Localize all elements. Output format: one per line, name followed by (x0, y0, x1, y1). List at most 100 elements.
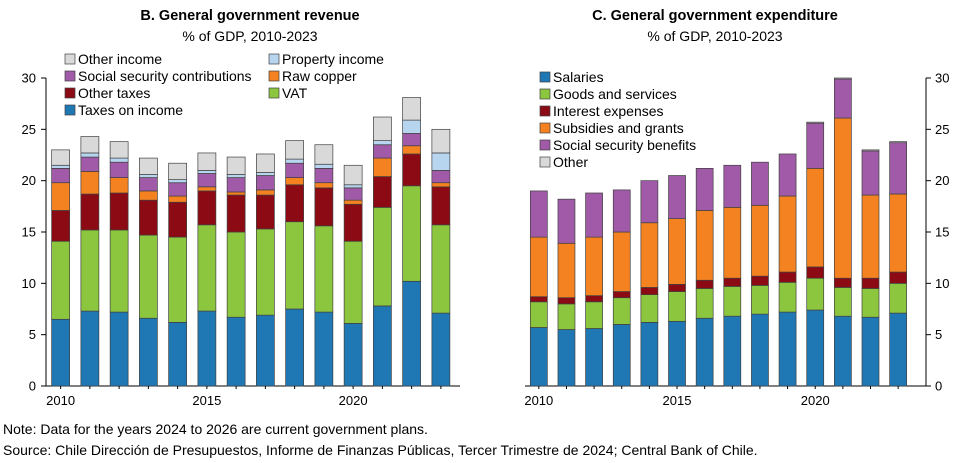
bar-salaries-2017 (723, 315, 742, 387)
y-tick-label: 25 (935, 122, 949, 137)
chart-source: Source: Chile Dirección de Presupuestos,… (3, 442, 758, 458)
bar-social-security-benefits-2022 (861, 150, 880, 196)
bar-interest-expenses-2016 (695, 279, 714, 289)
bar-social-security-benefits-2016 (695, 168, 714, 211)
bar-goods-and-services-2022 (861, 288, 880, 318)
legend-label-property-income: Property income (282, 51, 384, 67)
y-tick-label: 30 (935, 71, 949, 86)
legend-swatch-property-income (268, 53, 280, 65)
bar-social-security-benefits-2014 (640, 180, 659, 224)
bar-subsidies-and-grants-2017 (723, 207, 742, 279)
bar-salaries-2021 (834, 315, 852, 387)
y-tick-label: 25 (22, 122, 36, 137)
y-tick-label: 15 (935, 225, 949, 240)
bar-goods-and-services-2017 (723, 286, 742, 317)
bar-other-income-2020 (343, 164, 363, 186)
bar-social-security-benefits-2020 (806, 122, 825, 169)
bar-goods-and-services-2018 (751, 285, 769, 315)
y-tick-label: 30 (22, 71, 36, 86)
bar-interest-expenses-2014 (640, 287, 659, 295)
bar-other-income-2015 (197, 152, 217, 171)
bar-social-security-benefits-2011 (557, 198, 576, 244)
bar-goods-and-services-2023 (889, 282, 907, 314)
legend-swatch-other-income (64, 53, 76, 65)
legend-swatch-salaries (539, 71, 551, 83)
bar-subsidies-and-grants-2014 (640, 222, 659, 288)
legend-swatch-social-security-benefits (539, 139, 551, 151)
bar-social-security-benefits-2018 (751, 161, 769, 206)
bar-salaries-2010 (529, 327, 548, 387)
bar-interest-expenses-2011 (557, 297, 576, 305)
bar-interest-expenses-2023 (889, 271, 907, 284)
bar-subsidies-and-grants-2020 (806, 168, 825, 268)
bar-interest-expenses-2018 (751, 275, 769, 286)
x-tick-label: 2020 (339, 393, 368, 408)
bar-other-income-2016 (226, 156, 246, 175)
bar-social-security-benefits-2019 (778, 153, 797, 197)
bar-interest-expenses-2022 (861, 277, 880, 289)
bar-other-2023 (889, 141, 907, 144)
y-tick-label: 5 (29, 327, 36, 342)
x-tick-label: 2015 (192, 393, 221, 408)
chart-note: Note: Data for the years 2024 to 2026 ar… (3, 421, 428, 437)
revenue-chart-subtitle: % of GDP, 2010-2023 (182, 28, 318, 44)
bar-other-income-2012 (109, 141, 129, 159)
bar-goods-and-services-2014 (640, 294, 659, 323)
bar-subsidies-and-grants-2010 (529, 236, 548, 298)
bar-subsidies-and-grants-2022 (861, 194, 880, 279)
bar-salaries-2014 (640, 322, 659, 387)
legend-swatch-taxes-on-income (64, 104, 76, 116)
bar-subsidies-and-grants-2013 (612, 231, 631, 292)
legend-label-taxes-on-income: Taxes on income (78, 102, 183, 118)
bar-other-income-2014 (168, 162, 187, 180)
bar-social-security-benefits-2010 (529, 190, 548, 238)
bar-salaries-2018 (751, 313, 769, 387)
bar-other-income-2022 (402, 97, 421, 121)
bar-interest-expenses-2020 (806, 266, 825, 279)
legend-label-social-security-contributions: Social security contributions (78, 68, 252, 84)
y-tick-label: 0 (29, 379, 36, 394)
bar-salaries-2019 (778, 311, 797, 387)
bar-goods-and-services-2011 (557, 303, 576, 330)
legend-label-other-income: Other income (78, 51, 162, 67)
bar-subsidies-and-grants-2011 (557, 242, 576, 299)
bar-social-security-benefits-2021 (834, 78, 852, 119)
y-tick-label: 0 (935, 379, 942, 394)
x-tick-label: 2020 (801, 393, 830, 408)
bar-goods-and-services-2015 (668, 291, 686, 322)
bar-subsidies-and-grants-2015 (668, 218, 686, 285)
bar-salaries-2020 (806, 309, 825, 387)
y-tick-label: 10 (22, 276, 36, 291)
legend-label-social-security-benefits: Social security benefits (553, 137, 696, 153)
bar-interest-expenses-2010 (529, 296, 548, 303)
legend-swatch-social-security-contributions (64, 70, 76, 82)
y-tick-label: 15 (22, 225, 36, 240)
bar-social-security-benefits-2013 (612, 189, 631, 233)
bar-other-income-2017 (256, 153, 275, 173)
bar-salaries-2013 (612, 324, 631, 387)
bar-social-security-benefits-2017 (723, 164, 742, 208)
y-tick-label: 5 (935, 327, 942, 342)
bar-salaries-2023 (889, 312, 907, 387)
bar-goods-and-services-2010 (529, 301, 548, 328)
bar-other-2020 (806, 121, 825, 124)
legend-swatch-subsidies-and-grants (539, 122, 551, 134)
bar-social-security-benefits-2023 (889, 142, 907, 195)
bar-social-security-benefits-2015 (668, 175, 686, 219)
legend-label-other: Other (553, 154, 588, 170)
expenditure-chart-title: C. General government expenditure (592, 8, 838, 24)
bar-salaries-2011 (557, 329, 576, 387)
bar-other-income-2010 (51, 149, 70, 166)
bar-subsidies-and-grants-2016 (695, 210, 714, 281)
expenditure-chart-subtitle: % of GDP, 2010-2023 (647, 28, 783, 44)
legend-label-salaries: Salaries (553, 69, 604, 85)
bar-other-income-2023 (431, 128, 451, 154)
x-tick-label: 2010 (46, 393, 75, 408)
bar-subsidies-and-grants-2019 (778, 195, 797, 273)
bar-other-income-2013 (139, 157, 158, 175)
bar-salaries-2015 (668, 320, 686, 387)
bar-subsidies-and-grants-2018 (751, 204, 769, 277)
legend-label-goods-and-services: Goods and services (553, 86, 677, 102)
bar-goods-and-services-2016 (695, 288, 714, 319)
